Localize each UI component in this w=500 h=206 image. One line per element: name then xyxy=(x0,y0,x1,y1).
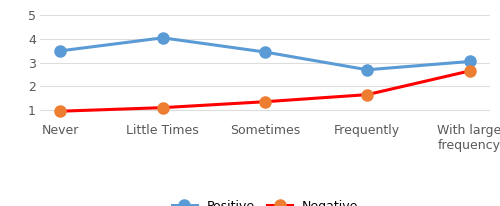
Negative xyxy=(160,107,166,109)
Positive xyxy=(262,51,268,53)
Positive xyxy=(364,69,370,71)
Positive xyxy=(160,37,166,39)
Legend: Positive, Negative: Positive, Negative xyxy=(166,195,364,206)
Negative xyxy=(364,93,370,96)
Positive xyxy=(58,50,64,52)
Negative xyxy=(58,110,64,112)
Negative xyxy=(466,70,472,72)
Line: Positive: Positive xyxy=(55,32,475,75)
Line: Negative: Negative xyxy=(55,65,475,117)
Positive xyxy=(466,60,472,63)
Negative xyxy=(262,101,268,103)
